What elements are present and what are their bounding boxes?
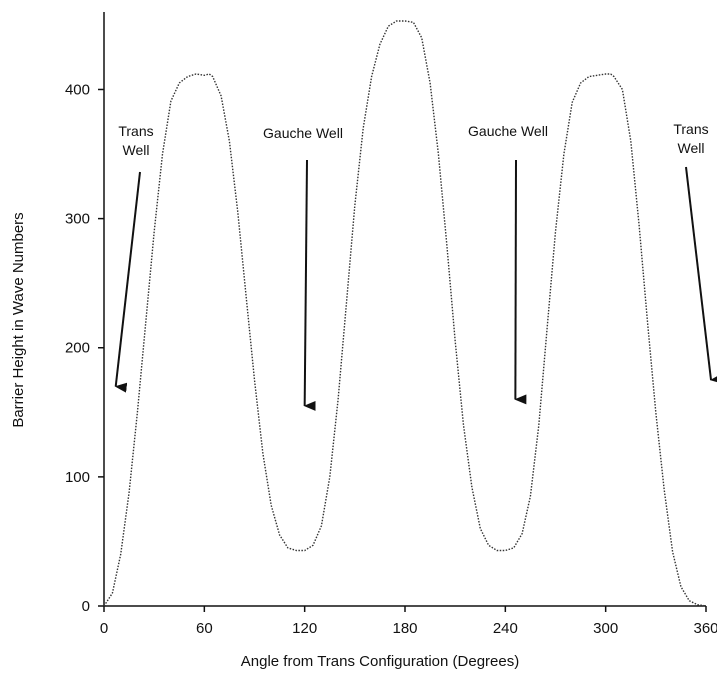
annotation-3-text-0: Trans: [673, 121, 708, 137]
series-layer: [103, 20, 707, 607]
y-tick-label-400: 400: [65, 81, 90, 98]
y-axis-title: Barrier Height in Wave Numbers: [10, 212, 27, 427]
x-tick-label-60: 60: [196, 620, 213, 637]
x-tick-label-240: 240: [493, 620, 518, 637]
annotation-0-text-1: Well: [123, 142, 150, 158]
annotation-2-text-0: Gauche Well: [468, 123, 548, 139]
y-tick-label-0: 0: [82, 598, 90, 615]
annotation-2-arrow: [514, 159, 527, 405]
x-tick-label-360: 360: [693, 620, 717, 637]
annotations: Trans Well Gauche Well Gauche Well Trans Well: [114, 121, 717, 411]
axes: [103, 12, 706, 607]
y-tick-label-200: 200: [65, 340, 90, 357]
annotation-0-arrow: [114, 171, 141, 393]
x-tick-label-0: 0: [100, 620, 108, 637]
y-tick-label-300: 300: [65, 211, 90, 228]
y-ticks: 0 100 200 300 400: [65, 81, 104, 615]
x-ticks: 0 60 120 180 240 300 360: [100, 606, 717, 637]
x-tick-label-180: 180: [392, 620, 417, 637]
annotation-1-text-0: Gauche Well: [263, 125, 343, 141]
annotation-1-arrow: [303, 159, 316, 411]
x-tick-label-300: 300: [593, 620, 618, 637]
annotation-0-text-0: Trans: [118, 123, 153, 139]
annotation-3-text-1: Well: [678, 140, 705, 156]
y-tick-label-100: 100: [65, 469, 90, 486]
series-line-0: [103, 20, 707, 607]
x-axis-title: Angle from Trans Configuration (Degrees): [241, 653, 519, 670]
annotation-3-arrow: [685, 166, 717, 384]
x-tick-label-120: 120: [292, 620, 317, 637]
